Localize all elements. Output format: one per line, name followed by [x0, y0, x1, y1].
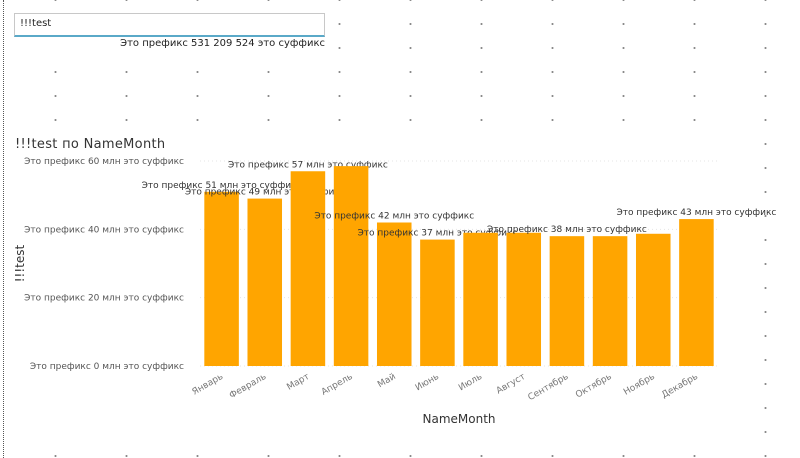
card-title: !!!test — [20, 18, 52, 29]
data-label: Это префикс 42 млн это суффикс — [314, 212, 474, 222]
y-axis-title: !!!test — [13, 244, 27, 282]
card-visual[interactable]: !!!test — [14, 13, 325, 37]
x-tick-label: Июнь — [414, 372, 441, 393]
data-label: Это префикс 51 млн это суффикс — [142, 181, 302, 191]
data-label: Это префикс 49 млн это суффикс — [185, 188, 345, 198]
canvas-left-border — [3, 0, 5, 458]
x-tick-label: Март — [285, 372, 311, 393]
data-label: Это префикс 57 млн это суффикс — [228, 160, 388, 170]
y-tick-label: Это префикс 60 млн это суффикс — [24, 157, 184, 167]
x-tick-label: Январь — [191, 372, 225, 398]
bar — [549, 236, 585, 366]
bar — [679, 219, 714, 366]
y-tick-label: Это префикс 20 млн это суффикс — [24, 294, 184, 304]
bar — [204, 191, 239, 366]
y-tick-label: Это префикс 0 млн это суффикс — [30, 362, 184, 372]
x-tick-label: Февраль — [228, 372, 268, 401]
bar — [247, 198, 283, 366]
data-label: Это префикс 43 млн это суффикс — [616, 208, 776, 218]
data-label: Это префикс 37 млн это суффикс — [357, 229, 517, 239]
x-tick-label: Май — [376, 372, 398, 390]
data-label: Это префикс 38 млн это суффикс — [487, 225, 647, 235]
chart-title: !!!test по NameMonth — [15, 137, 166, 152]
bar — [290, 171, 326, 366]
x-tick-label: Октябрь — [574, 372, 613, 401]
x-tick-label: Ноябрь — [622, 372, 657, 398]
x-axis-title: NameMonth — [422, 412, 495, 426]
bar — [592, 236, 628, 366]
x-tick-label: Сентябрь — [526, 372, 570, 403]
bar — [506, 232, 542, 366]
bar — [635, 233, 671, 366]
bar — [333, 166, 369, 366]
y-tick-label: Это префикс 40 млн это суффикс — [24, 225, 184, 235]
x-tick-label: Август — [495, 372, 527, 397]
card-value: Это префикс 531 209 524 это суффикс — [14, 38, 325, 49]
bar — [463, 232, 498, 366]
x-tick-label: Апрель — [320, 372, 355, 398]
x-tick-label: Декабрь — [660, 372, 700, 401]
x-tick-label: Июль — [457, 372, 484, 393]
bar — [376, 222, 412, 366]
bar — [420, 239, 455, 366]
